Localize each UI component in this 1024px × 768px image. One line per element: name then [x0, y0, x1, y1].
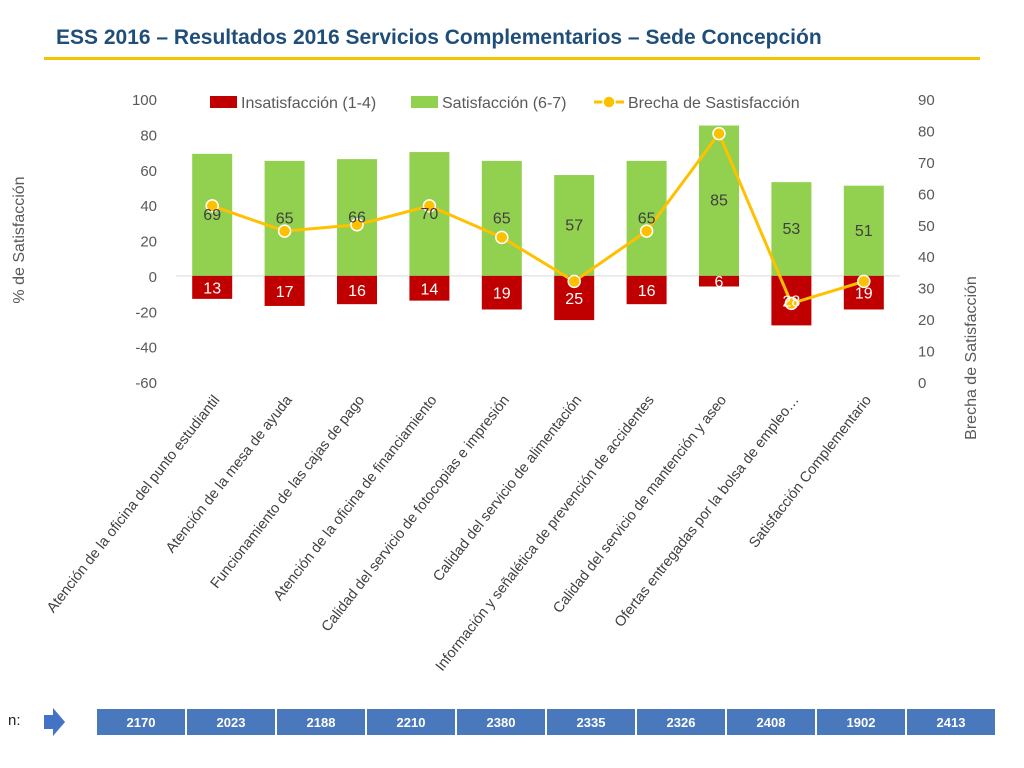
brecha-point: [639, 224, 654, 238]
satisfaccion-data-label: 65: [276, 210, 294, 227]
legend-brecha-marker: [602, 95, 616, 109]
legend-insatisfaccion-swatch: [210, 96, 237, 108]
y2-axis-title: Brecha de Satisfacción: [963, 276, 980, 440]
brecha-point: [277, 224, 292, 238]
n-cell: 2188: [277, 709, 367, 735]
brecha-point: [857, 274, 871, 289]
y-tick-label: 0: [149, 269, 157, 286]
legend-brecha-label: Brecha de Sastisfacción: [628, 95, 800, 112]
brecha-point: [567, 274, 581, 289]
satisfaccion-bar: [771, 182, 812, 276]
satisfaccion-data-label: 69: [203, 207, 221, 224]
insatisfaccion-bar: [192, 275, 233, 299]
satisfaccion-data-label: 65: [638, 210, 656, 227]
y-axis-title: % de Satisfacción: [11, 176, 28, 303]
insatisfaccion-bar: [264, 275, 305, 306]
satisfaccion-bar: [554, 175, 595, 276]
y2-tick-label: 70: [918, 155, 935, 172]
y-tick-label: 60: [140, 163, 157, 180]
y-tick-label: 80: [140, 127, 157, 144]
y-tick-label: -40: [135, 340, 157, 357]
brecha-point: [712, 126, 726, 141]
n-cell: 1902: [817, 709, 907, 735]
y2-tick-label: 50: [918, 218, 935, 235]
y2-tick-label: 30: [918, 281, 935, 298]
satisfaccion-bar: [843, 185, 884, 276]
n-label: n:: [8, 712, 21, 729]
category-label: Atención de la mesa de ayuda: [163, 392, 296, 556]
y-tick-label: 40: [140, 198, 157, 215]
satisfaccion-bar: [409, 152, 450, 276]
n-cell: 2380: [457, 709, 547, 735]
satisfaccion-data-label: 66: [348, 210, 366, 227]
brecha-point: [784, 296, 799, 311]
legend-insatisfaccion-label: Insatisfacción (1-4): [241, 95, 376, 112]
arrow-right-icon: [44, 708, 65, 736]
satisfaction-chart: 100806040200-20-40-609080706050403020100…: [11, 92, 980, 674]
n-cell: 2335: [547, 709, 637, 735]
n-cell: 2413: [907, 709, 995, 735]
brecha-line: [211, 130, 865, 306]
category-label: Satisfacción Complementario: [746, 393, 875, 551]
y2-tick-label: 60: [918, 186, 935, 203]
insatisfaccion-data-label: 19: [855, 286, 873, 303]
insatisfaccion-data-label: 25: [565, 291, 583, 308]
n-cell: 2408: [727, 709, 817, 735]
y2-tick-label: 90: [918, 92, 935, 109]
insatisfaccion-bar: [626, 275, 667, 305]
y-tick-label: 20: [140, 234, 157, 251]
y2-tick-label: 40: [918, 249, 935, 266]
insatisfaccion-data-label: 16: [638, 283, 656, 300]
y-tick-label: -20: [135, 304, 157, 321]
satisfaccion-data-label: 85: [710, 193, 728, 210]
n-cell: 2170: [97, 709, 187, 735]
satisfaccion-bar: [264, 160, 305, 276]
page-title: ESS 2016 – Resultados 2016 Servicios Com…: [56, 26, 822, 49]
insatisfaccion-data-label: 19: [493, 286, 511, 303]
n-cell: 2326: [637, 709, 727, 735]
insatisfaccion-data-label: 14: [421, 281, 439, 298]
title-rule: [44, 57, 980, 60]
satisfaccion-data-label: 53: [783, 221, 801, 238]
insatisfaccion-bar: [699, 275, 739, 287]
insatisfaccion-data-label: 28: [783, 294, 801, 311]
sample-size-table: 2170 2023 2188 2210 2380 2335 2326 2408 1902 2413: [96, 708, 996, 736]
insatisfaccion-bar: [409, 275, 450, 301]
y2-tick-label: 20: [918, 312, 935, 329]
category-label: Atención de la oficina de financiamiento: [271, 393, 441, 604]
category-label: Calidad del servicio de alimentación: [430, 393, 585, 585]
y-tick-label: -60: [135, 375, 157, 392]
satisfaccion-bar: [626, 160, 667, 276]
satisfaccion-bar: [337, 159, 377, 276]
brecha-point: [350, 218, 364, 232]
satisfaccion-data-label: 57: [565, 217, 583, 234]
legend-satisfaccion-label: Satisfacción (6-7): [442, 95, 567, 112]
insatisfaccion-bar: [481, 275, 522, 310]
satisfaccion-data-label: 70: [421, 206, 439, 223]
insatisfaccion-data-label: 16: [348, 283, 366, 300]
category-label: Funcionamiento de las cajas de pago: [208, 393, 369, 592]
satisfaccion-data-label: 65: [493, 210, 511, 227]
y-tick-label: 100: [132, 92, 157, 109]
satisfaccion-bar: [192, 153, 233, 276]
legend-satisfaccion-swatch: [411, 96, 438, 108]
satisfaccion-data-label: 51: [855, 223, 873, 240]
n-cell: 2023: [187, 709, 277, 735]
brecha-point: [495, 230, 509, 245]
insatisfaccion-data-label: 6: [715, 274, 724, 291]
y2-tick-label: 0: [918, 375, 926, 392]
brecha-point: [422, 199, 437, 213]
satisfaccion-bar: [481, 160, 522, 276]
insatisfaccion-data-label: 17: [276, 284, 294, 301]
insatisfaccion-bar: [337, 275, 377, 305]
brecha-point: [205, 199, 219, 213]
n-cell: 2210: [367, 709, 457, 735]
insatisfaccion-data-label: 13: [203, 280, 221, 297]
y2-tick-label: 80: [918, 123, 935, 140]
y2-tick-label: 10: [918, 344, 935, 361]
